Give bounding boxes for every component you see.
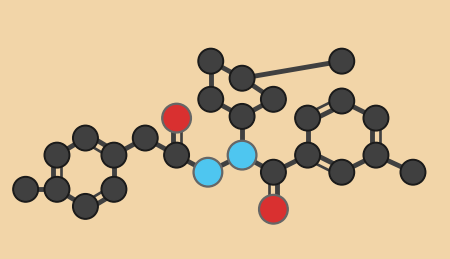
Circle shape: [72, 125, 98, 151]
Circle shape: [13, 177, 38, 202]
Circle shape: [331, 90, 353, 112]
Circle shape: [103, 144, 125, 166]
Circle shape: [200, 50, 221, 72]
Circle shape: [263, 161, 284, 183]
Circle shape: [193, 157, 223, 187]
Circle shape: [365, 144, 387, 166]
Circle shape: [363, 142, 389, 168]
Circle shape: [261, 197, 286, 222]
Circle shape: [46, 178, 68, 200]
Circle shape: [329, 48, 355, 74]
Circle shape: [75, 127, 96, 149]
Circle shape: [101, 142, 127, 168]
Circle shape: [101, 177, 127, 202]
Circle shape: [15, 178, 36, 200]
Circle shape: [331, 50, 353, 72]
Circle shape: [166, 144, 187, 166]
Circle shape: [365, 107, 387, 129]
Circle shape: [261, 87, 286, 112]
Circle shape: [135, 127, 156, 149]
Circle shape: [329, 160, 355, 185]
Circle shape: [263, 89, 284, 110]
Circle shape: [230, 143, 255, 168]
Circle shape: [402, 161, 424, 183]
Circle shape: [230, 104, 255, 129]
Circle shape: [295, 142, 320, 168]
Circle shape: [198, 87, 224, 112]
Circle shape: [400, 160, 426, 185]
Circle shape: [103, 178, 125, 200]
Circle shape: [46, 144, 68, 166]
Circle shape: [363, 105, 389, 131]
Circle shape: [72, 194, 98, 219]
Circle shape: [261, 160, 286, 185]
Circle shape: [164, 142, 189, 168]
Circle shape: [195, 160, 220, 185]
Circle shape: [132, 125, 158, 151]
Circle shape: [231, 67, 253, 89]
Circle shape: [297, 144, 319, 166]
Circle shape: [227, 140, 257, 170]
Circle shape: [44, 177, 70, 202]
Circle shape: [200, 89, 221, 110]
Circle shape: [164, 106, 189, 131]
Circle shape: [231, 106, 253, 127]
Circle shape: [162, 103, 191, 133]
Circle shape: [44, 142, 70, 168]
Circle shape: [230, 66, 255, 91]
Circle shape: [331, 161, 353, 183]
Circle shape: [295, 105, 320, 131]
Circle shape: [259, 195, 288, 224]
Circle shape: [297, 107, 319, 129]
Circle shape: [329, 88, 355, 114]
Circle shape: [198, 48, 224, 74]
Circle shape: [75, 196, 96, 217]
